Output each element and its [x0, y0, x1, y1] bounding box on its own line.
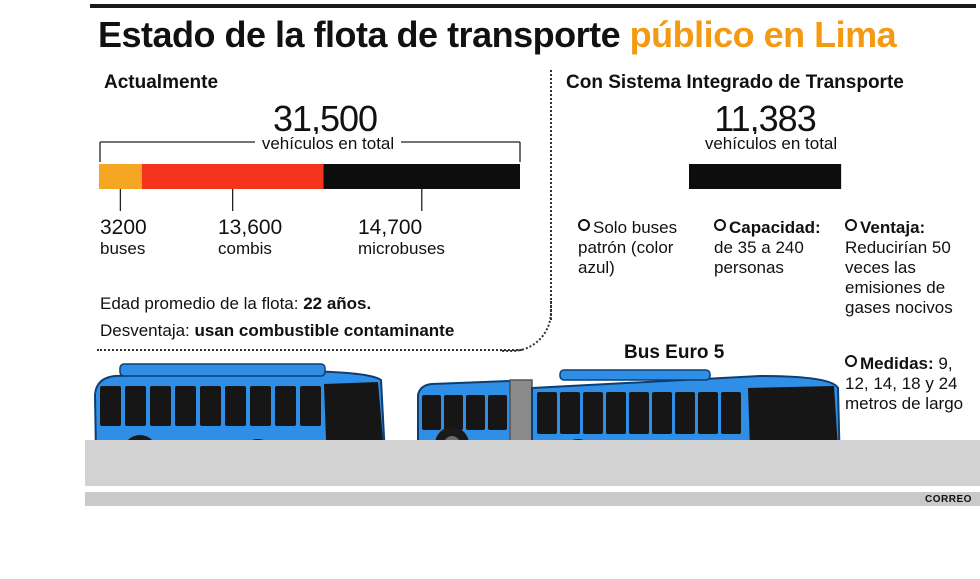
segment-name-buses: buses	[100, 239, 146, 258]
integrated-total: 11,383	[714, 98, 816, 139]
fleet-age-value: 22 años.	[303, 294, 372, 313]
section-divider-bottom	[97, 349, 522, 351]
disadvantage-value: usan combustible contaminante	[194, 321, 455, 340]
note-advantage: Ventaja: Reducirían 50 veces las emision…	[845, 218, 970, 318]
disadvantage-label: Desventaja:	[100, 321, 190, 340]
measures-label: Medidas:	[860, 354, 934, 373]
measures-value: 9, 12, 14, 18 y 24 metros de largo	[845, 354, 964, 413]
fleet-disadvantage: Desventaja: usan combustible contaminant…	[100, 321, 454, 341]
section-divider	[550, 70, 552, 320]
segment-value-microbuses: 14,700	[358, 216, 423, 239]
integrated-total-label: vehículos en total	[696, 134, 846, 154]
note-buses: Solo buses patrón (color azul)	[578, 218, 703, 278]
advantage-label: Ventaja:	[860, 218, 926, 237]
bullet-icon	[578, 219, 590, 231]
integrated-system-heading: Con Sistema Integrado de Transporte	[566, 72, 904, 93]
segment-value-buses: 3200	[100, 216, 147, 239]
bar-integrated-system	[689, 164, 842, 189]
segment-label-combis: 13,600 combis	[218, 216, 282, 259]
segment-label-buses: 3200 buses	[100, 216, 147, 259]
fleet-age-label: Edad promedio de la flota:	[100, 294, 299, 313]
current-total: 31,500	[272, 98, 378, 139]
capacity-value: de 35 a 240 personas	[714, 238, 804, 277]
bar-buses	[99, 164, 142, 189]
title-main: Estado de la flota de transporte	[98, 14, 621, 55]
current-heading: Actualmente	[104, 72, 219, 93]
road	[85, 440, 980, 486]
bar-microbuses	[323, 164, 520, 189]
bullet-icon	[714, 219, 726, 231]
segment-label-microbuses: 14,700 microbuses	[358, 216, 445, 259]
note-buses-text: Solo buses patrón (color azul)	[578, 218, 678, 277]
note-capacity: Capacidad: de 35 a 240 personas	[714, 218, 839, 278]
capacity-label: Capacidad:	[729, 218, 821, 237]
segment-name-microbuses: microbuses	[358, 239, 445, 258]
note-measures: Medidas: 9, 12, 14, 18 y 24 metros de la…	[845, 354, 970, 414]
bar-combis	[141, 164, 324, 189]
segment-value-combis: 13,600	[218, 216, 283, 239]
current-total-label: vehículos en total	[255, 134, 401, 154]
bus-model-label: Bus Euro 5	[624, 342, 725, 363]
bullet-icon	[845, 355, 857, 367]
title-accent: público en Lima	[629, 14, 897, 55]
fleet-age: Edad promedio de la flota: 22 años.	[100, 294, 371, 314]
road-strip	[85, 492, 980, 506]
standard-bus-illustration	[93, 363, 387, 473]
bullet-icon	[845, 219, 857, 231]
segment-name-combis: combis	[218, 239, 272, 258]
page-title: Estado de la flota de transporte público…	[98, 14, 897, 56]
top-rule	[90, 4, 976, 8]
advantage-value: Reducirían 50 veces las emisiones de gas…	[845, 238, 953, 317]
credit: CORREO	[925, 494, 972, 505]
